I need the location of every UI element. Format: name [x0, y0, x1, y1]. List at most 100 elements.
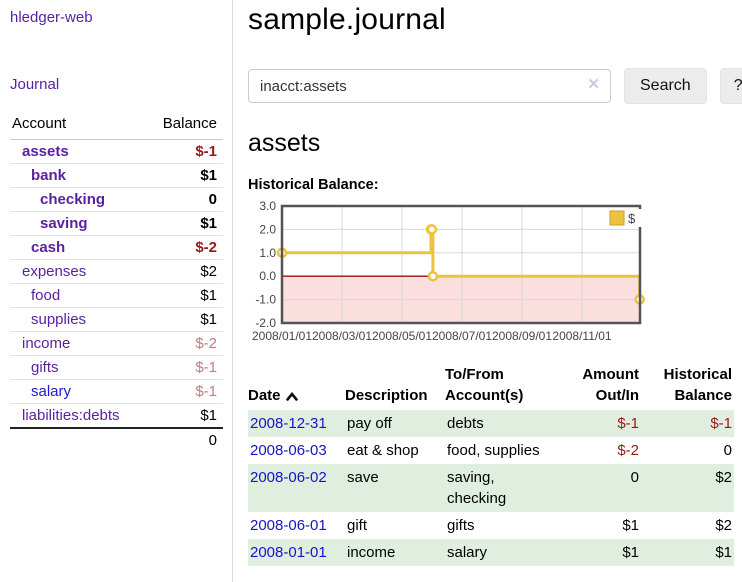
- sort-ascending-icon: [285, 391, 298, 401]
- account-link-food[interactable]: food: [31, 287, 61, 304]
- search-button[interactable]: Search: [624, 68, 707, 104]
- account-balance: $1: [145, 283, 223, 308]
- table-row: food $1: [10, 283, 223, 308]
- table-row[interactable]: 2008-01-01 income salary $1 $1: [248, 539, 734, 566]
- transaction-description: eat & shop: [347, 442, 419, 459]
- table-row[interactable]: 2008-06-02 save saving, checking 0 $2: [248, 464, 734, 512]
- transaction-balance: $1: [715, 544, 732, 561]
- sidebar: hledger-web Journal Account Balance asse…: [0, 0, 233, 582]
- account-balance: $-1: [145, 379, 223, 404]
- clear-search-icon[interactable]: ✕: [587, 76, 600, 93]
- chart-canvas: $ 3.0 2.0 1.0 0.0 -1.0 -2.0 2008/01/01 2…: [252, 199, 645, 343]
- table-row[interactable]: 2008-12-31 pay off debts $-1 $-1: [248, 410, 734, 437]
- account-link-gifts[interactable]: gifts: [31, 359, 59, 376]
- transaction-accounts: salary: [447, 544, 488, 561]
- brand-link[interactable]: hledger-web: [10, 9, 93, 26]
- accounts-total-value: 0: [145, 427, 223, 452]
- table-row: saving $1: [10, 211, 223, 236]
- transaction-date-link[interactable]: 2008-12-31: [250, 415, 327, 432]
- svg-text:2008/07/01: 2008/07/01: [432, 329, 492, 343]
- account-link-expenses[interactable]: expenses: [22, 263, 87, 280]
- account-heading: assets: [248, 129, 321, 157]
- transaction-amount: $-1: [617, 415, 639, 432]
- register-header-amount: Amount Out/In: [582, 366, 639, 404]
- chart-x-ticks: 2008/01/01 2008/03/01 2008/05/01 2008/07…: [252, 329, 612, 343]
- transaction-date-link[interactable]: 2008-01-01: [250, 544, 327, 561]
- account-link-assets[interactable]: assets: [22, 143, 69, 160]
- transaction-accounts: food, supplies: [447, 442, 540, 459]
- svg-text:0.0: 0.0: [259, 269, 276, 283]
- table-row[interactable]: 2008-06-01 gift gifts $1 $2: [248, 512, 734, 539]
- chart-data-point: [427, 270, 439, 282]
- transaction-amount: $1: [622, 517, 639, 534]
- balance-chart: $ 3.0 2.0 1.0 0.0 -1.0 -2.0 2008/01/01 2…: [248, 199, 742, 356]
- help-button[interactable]: ?: [719, 68, 742, 104]
- transaction-balance: $2: [715, 469, 732, 486]
- transaction-balance: 0: [723, 442, 732, 459]
- transaction-balance: $2: [715, 517, 732, 534]
- search-bar: ✕ Search ?: [248, 68, 742, 104]
- account-balance: $1: [145, 211, 223, 236]
- transaction-amount: 0: [630, 469, 639, 486]
- account-balance: 0: [145, 187, 223, 212]
- table-row: bank $1: [10, 163, 223, 188]
- account-link-liabilities-debts[interactable]: liabilities:debts: [22, 407, 120, 424]
- register-header-description: Description: [345, 387, 428, 404]
- account-link-checking[interactable]: checking: [40, 191, 106, 208]
- register-header-date[interactable]: Date: [248, 362, 345, 410]
- account-balance: $1: [145, 307, 223, 332]
- svg-text:2008/03/01: 2008/03/01: [312, 329, 372, 343]
- account-balance: $2: [145, 259, 223, 284]
- account-link-supplies[interactable]: supplies: [31, 311, 87, 328]
- transaction-description: gift: [347, 517, 368, 534]
- transaction-accounts: debts: [447, 415, 484, 432]
- transaction-date-link[interactable]: 2008-06-02: [250, 469, 327, 486]
- table-row: salary $-1: [10, 379, 223, 404]
- table-row: income $-2: [10, 331, 223, 356]
- accounts-table: Account Balance assets $-1 bank $1 check…: [10, 109, 223, 452]
- account-balance: $-2: [145, 235, 223, 260]
- transaction-amount: $-2: [617, 442, 639, 459]
- legend-label: $: [628, 211, 636, 226]
- register-header-balance: Historical Balance: [663, 366, 732, 404]
- table-row: gifts $-1: [10, 355, 223, 380]
- search-input[interactable]: [248, 69, 611, 103]
- table-row: supplies $1: [10, 307, 223, 332]
- svg-text:3.0: 3.0: [259, 201, 276, 213]
- account-balance: $-1: [145, 355, 223, 380]
- chart-border: [280, 204, 642, 325]
- transaction-balance: $-1: [710, 415, 732, 432]
- accounts-header-balance: Balance: [145, 109, 223, 140]
- transaction-description: save: [347, 469, 379, 486]
- svg-text:2008/09/01: 2008/09/01: [492, 329, 552, 343]
- table-row[interactable]: 2008-06-03 eat & shop food, supplies $-2…: [248, 437, 734, 464]
- account-link-salary[interactable]: salary: [31, 383, 72, 400]
- table-row: liabilities:debts $1: [10, 403, 223, 429]
- table-row: cash $-2: [10, 235, 223, 260]
- transaction-amount: $1: [622, 544, 639, 561]
- sidebar-item-journal[interactable]: Journal: [10, 76, 60, 93]
- account-link-cash[interactable]: cash: [31, 239, 66, 256]
- transaction-date-link[interactable]: 2008-06-01: [250, 517, 327, 534]
- account-link-saving[interactable]: saving: [40, 215, 88, 232]
- account-link-income[interactable]: income: [22, 335, 71, 352]
- chart-legend: $: [606, 209, 642, 227]
- chart-title: Historical Balance:: [248, 177, 379, 193]
- chart-y-ticks: 3.0 2.0 1.0 0.0 -1.0 -2.0: [255, 199, 276, 330]
- register-header-accounts: To/From Account(s): [445, 366, 524, 404]
- table-row: expenses $2: [10, 259, 223, 284]
- chart-series-points: [276, 224, 645, 305]
- svg-text:-1.0: -1.0: [255, 293, 276, 307]
- svg-text:1.0: 1.0: [259, 246, 276, 260]
- legend-swatch-icon: [609, 210, 625, 226]
- main-content: sample.journal ✕ Search ? assets Histori…: [233, 0, 742, 582]
- svg-text:2008/11/01: 2008/11/01: [552, 329, 611, 343]
- account-link-bank[interactable]: bank: [31, 167, 67, 184]
- svg-text:-2.0: -2.0: [255, 316, 276, 330]
- transaction-accounts: gifts: [447, 517, 475, 534]
- transaction-date-link[interactable]: 2008-06-03: [250, 442, 327, 459]
- account-balance: $1: [145, 163, 223, 188]
- accounts-header-account: Account: [10, 109, 146, 140]
- chart-data-point: [426, 224, 438, 235]
